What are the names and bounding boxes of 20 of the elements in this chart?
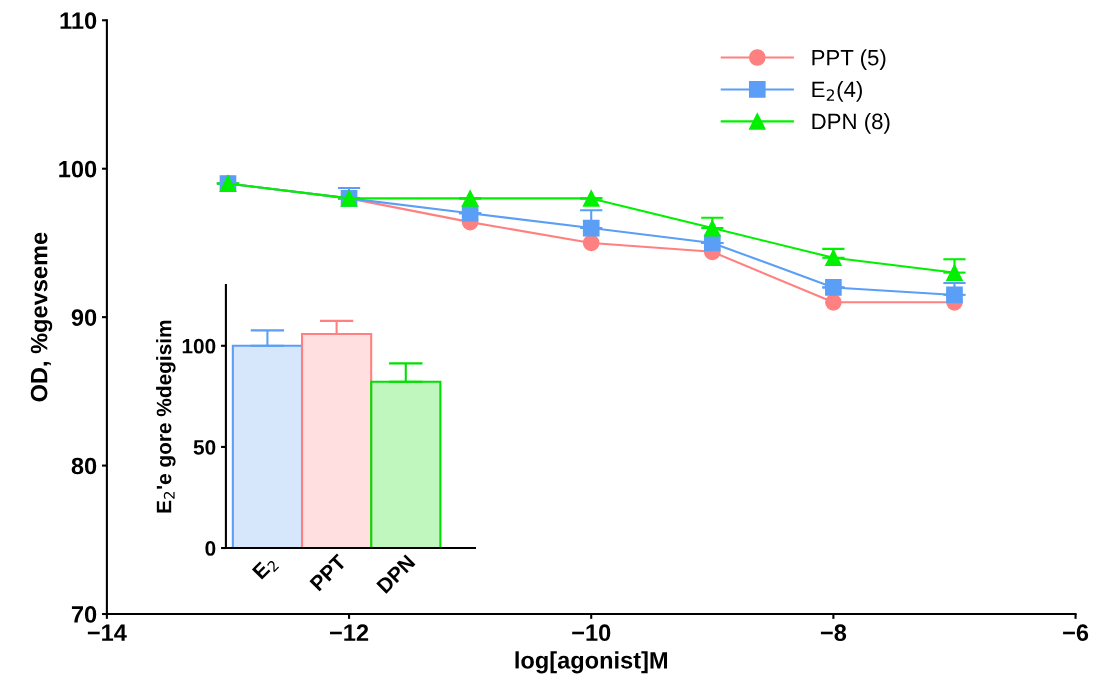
x-tick-label: −10 [572,624,611,642]
x-tick-label: E$_{2}$ [251,554,280,582]
y-tick-label: 100 [182,338,216,354]
x-tick-label: −14 [87,624,127,641]
legend-label: E$_{2}$(4) [812,81,862,102]
y-axis-title: OD, %gevseme [30,232,53,402]
y-axis-title: E$_{2}$'e gore %degisim [156,320,176,513]
y-tick-label: 90 [71,309,97,326]
x-axis-title: log[agonist]M [515,651,668,674]
y-tick-label: 70 [71,606,97,623]
legend-label: PPT (5) [812,49,886,70]
x-tick-label: −8 [820,624,847,642]
y-tick-label: 50 [193,439,216,455]
y-tick-label: 100 [59,160,97,178]
y-tick-label: 80 [71,457,97,475]
x-tick-label: −6 [1063,624,1089,642]
y-tick-label: 110 [60,12,97,30]
legend-label: DPN (8) [812,113,890,134]
y-tick-label: 0 [205,541,216,556]
x-tick-label: −12 [330,624,369,641]
